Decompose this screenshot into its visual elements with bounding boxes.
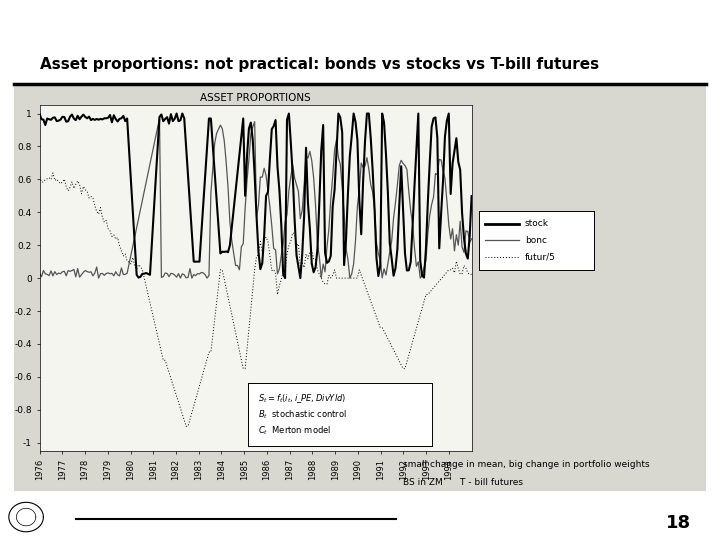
Text: $C_t$  Merton model: $C_t$ Merton model <box>258 424 330 437</box>
Text: Asset proportions: not practical: bonds vs stocks vs T-bill futures: Asset proportions: not practical: bonds … <box>40 57 599 72</box>
Text: BS in ZM      T - bill futures: BS in ZM T - bill futures <box>403 478 523 487</box>
Text: 18: 18 <box>666 514 691 532</box>
Text: $S_t = f_t(i_t, i\_PE, DivYld)$: $S_t = f_t(i_t, i\_PE, DivYld)$ <box>258 392 346 404</box>
Text: bonc: bonc <box>525 236 547 245</box>
Text: futur/5: futur/5 <box>525 252 556 261</box>
Text: stock: stock <box>525 219 549 228</box>
Title: ASSET PROPORTIONS: ASSET PROPORTIONS <box>200 93 311 103</box>
Text: small change in mean, big change in portfolio weights: small change in mean, big change in port… <box>403 460 650 469</box>
Text: $B_t$  stochastic control: $B_t$ stochastic control <box>258 408 347 421</box>
